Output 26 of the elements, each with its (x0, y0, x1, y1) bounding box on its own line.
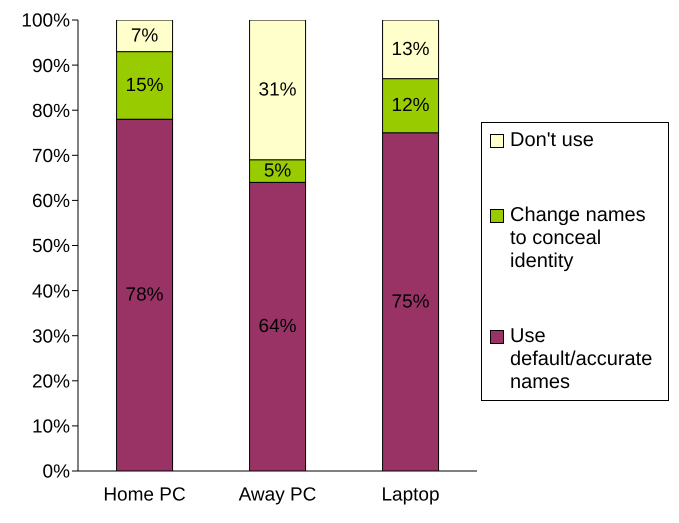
y-tick-label: 40% (32, 281, 70, 302)
y-tick-label: 0% (42, 462, 70, 483)
y-tick-label: 70% (32, 146, 70, 168)
y-tick-label: 10% (32, 416, 70, 438)
y-tick-label: 50% (32, 236, 70, 258)
data-label: 75% (392, 291, 430, 312)
legend-label: Change names to conceal identity (510, 204, 647, 273)
legend-label: Use default/accurate names (510, 325, 654, 394)
y-tick-label: 20% (32, 372, 70, 393)
data-label: 78% (126, 284, 164, 306)
data-label: 12% (392, 95, 430, 116)
x-tick-label: Home PC (103, 484, 186, 506)
data-label: 15% (126, 74, 164, 96)
data-label: 64% (258, 316, 297, 338)
y-tick-label: 90% (32, 56, 70, 77)
y-tick-label: 30% (32, 326, 70, 348)
y-tick-label: 80% (32, 100, 70, 122)
data-label: 5% (264, 160, 292, 182)
data-label: 13% (392, 38, 430, 60)
legend-label: Don't use (510, 129, 594, 152)
x-tick-label: Laptop (381, 484, 440, 506)
data-label: 7% (130, 25, 158, 46)
data-label: 31% (258, 79, 297, 100)
y-tick-label: 100% (21, 10, 70, 32)
y-tick-label: 60% (32, 191, 70, 212)
x-tick-label: Away PC (238, 484, 316, 506)
